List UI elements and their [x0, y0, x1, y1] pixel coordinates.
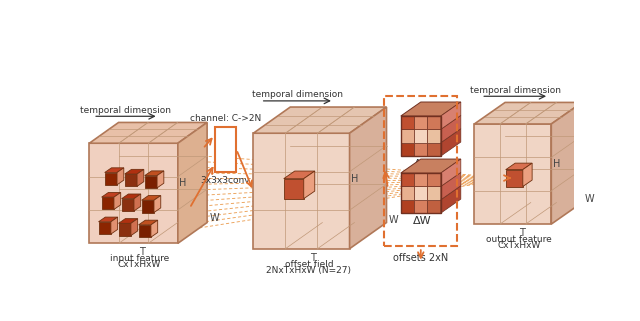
- Polygon shape: [102, 197, 114, 210]
- Polygon shape: [139, 220, 157, 225]
- Text: temporal dimension: temporal dimension: [252, 90, 343, 100]
- Text: offsets 2xN: offsets 2xN: [393, 253, 449, 263]
- Polygon shape: [441, 172, 461, 200]
- Text: H: H: [179, 178, 187, 188]
- Text: H: H: [351, 174, 358, 185]
- Polygon shape: [90, 143, 178, 243]
- Polygon shape: [99, 222, 111, 234]
- Polygon shape: [284, 171, 315, 179]
- Polygon shape: [401, 116, 414, 129]
- Polygon shape: [125, 174, 137, 187]
- Polygon shape: [131, 219, 138, 236]
- Polygon shape: [506, 163, 532, 169]
- Polygon shape: [154, 195, 161, 213]
- Polygon shape: [441, 115, 461, 143]
- Polygon shape: [118, 223, 131, 236]
- Polygon shape: [122, 194, 141, 199]
- Polygon shape: [141, 195, 161, 200]
- Polygon shape: [137, 169, 144, 187]
- Polygon shape: [253, 107, 387, 133]
- Bar: [215, 127, 236, 172]
- Polygon shape: [474, 124, 551, 224]
- Polygon shape: [428, 129, 441, 143]
- Polygon shape: [441, 102, 461, 129]
- Text: 3x3x3conv: 3x3x3conv: [201, 176, 250, 185]
- Text: offset field: offset field: [285, 259, 333, 268]
- Polygon shape: [145, 176, 157, 188]
- Text: output feature: output feature: [486, 235, 552, 244]
- Polygon shape: [111, 217, 118, 234]
- Text: H: H: [553, 159, 560, 169]
- Text: T: T: [310, 253, 316, 263]
- Polygon shape: [401, 200, 414, 213]
- Text: input feature: input feature: [110, 254, 169, 263]
- Polygon shape: [178, 122, 207, 243]
- Polygon shape: [401, 129, 414, 143]
- Polygon shape: [122, 199, 134, 211]
- Text: 2NxTxHxW (N=27): 2NxTxHxW (N=27): [266, 266, 351, 275]
- Polygon shape: [428, 143, 441, 156]
- Polygon shape: [551, 102, 582, 224]
- Polygon shape: [523, 163, 532, 187]
- Polygon shape: [284, 179, 304, 199]
- Polygon shape: [118, 219, 138, 223]
- Polygon shape: [401, 187, 414, 200]
- Polygon shape: [102, 193, 121, 197]
- Text: T: T: [519, 228, 525, 238]
- Polygon shape: [145, 171, 164, 176]
- Polygon shape: [414, 116, 428, 129]
- Polygon shape: [441, 129, 461, 156]
- Polygon shape: [253, 133, 349, 249]
- Polygon shape: [506, 169, 523, 187]
- Polygon shape: [139, 225, 151, 237]
- Polygon shape: [90, 122, 207, 143]
- Text: temporal dimension: temporal dimension: [470, 86, 561, 95]
- Polygon shape: [414, 129, 428, 143]
- Text: T: T: [140, 247, 145, 257]
- Polygon shape: [414, 173, 428, 187]
- Polygon shape: [401, 159, 461, 173]
- Polygon shape: [114, 193, 121, 210]
- Polygon shape: [428, 173, 441, 187]
- Text: W: W: [584, 194, 594, 204]
- Polygon shape: [428, 116, 441, 129]
- Polygon shape: [401, 102, 461, 116]
- Text: W: W: [209, 213, 219, 223]
- Polygon shape: [428, 200, 441, 213]
- Polygon shape: [105, 172, 117, 185]
- Polygon shape: [474, 102, 582, 124]
- Text: W: W: [389, 215, 399, 225]
- Polygon shape: [117, 168, 124, 185]
- Polygon shape: [414, 200, 428, 213]
- Text: CxTxHxW: CxTxHxW: [118, 260, 161, 269]
- Polygon shape: [414, 143, 428, 156]
- Polygon shape: [414, 187, 428, 200]
- Text: ΔH: ΔH: [414, 159, 430, 169]
- Polygon shape: [441, 159, 461, 187]
- Polygon shape: [401, 173, 414, 187]
- Polygon shape: [105, 168, 124, 172]
- Polygon shape: [304, 171, 315, 199]
- Polygon shape: [428, 187, 441, 200]
- Polygon shape: [134, 194, 141, 211]
- Polygon shape: [157, 171, 164, 188]
- Polygon shape: [401, 143, 414, 156]
- Text: ΔW: ΔW: [413, 216, 431, 226]
- Polygon shape: [141, 200, 154, 213]
- Polygon shape: [99, 217, 118, 222]
- Text: CxTxHxW: CxTxHxW: [497, 241, 541, 250]
- Text: temporal dimension: temporal dimension: [81, 106, 172, 115]
- Polygon shape: [349, 107, 387, 249]
- Text: channel: C->2N: channel: C->2N: [190, 114, 261, 123]
- Polygon shape: [125, 169, 144, 174]
- Polygon shape: [441, 186, 461, 213]
- Polygon shape: [151, 220, 157, 237]
